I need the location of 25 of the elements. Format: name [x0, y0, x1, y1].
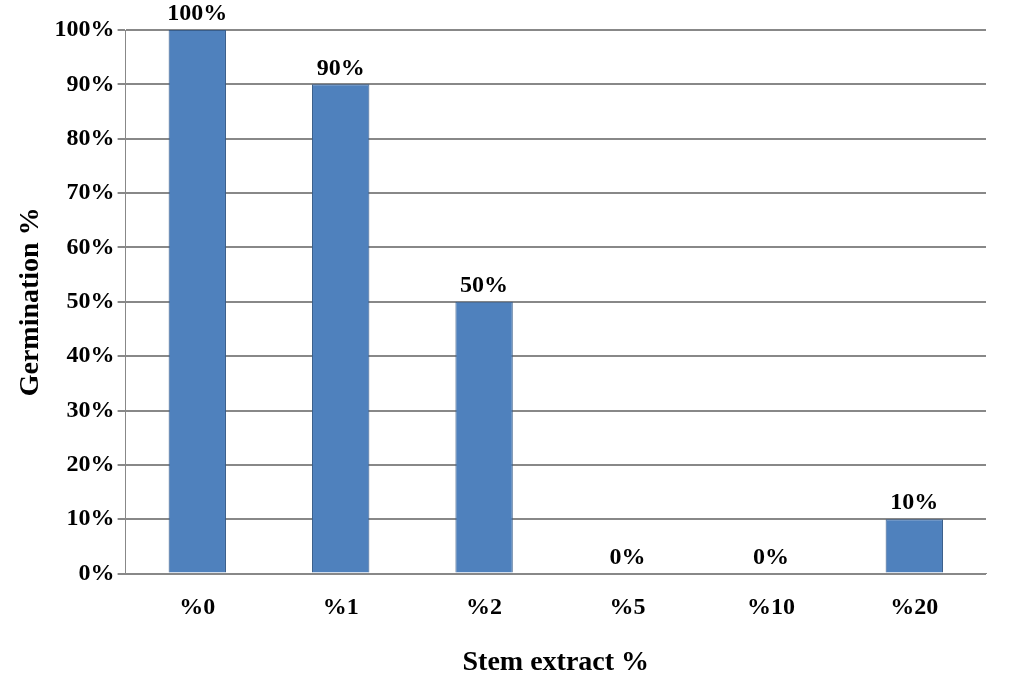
y-tick-label: 0% — [78, 558, 115, 585]
data-label: 0% — [609, 542, 646, 569]
y-tick-label: 90% — [66, 69, 115, 96]
y-tick-label: 80% — [66, 123, 115, 150]
y-tick-label: 100% — [54, 15, 115, 42]
data-label: 50% — [460, 271, 509, 297]
y-tick-label: 40% — [66, 341, 115, 368]
x-axis-title: Stem extract % — [462, 645, 650, 677]
data-label: 90% — [316, 53, 365, 80]
y-axis-title: Germination % — [13, 207, 45, 397]
x-tick-label: %10 — [746, 593, 795, 620]
y-tick-label: 70% — [66, 178, 115, 205]
x-tick-label: %0 — [179, 593, 216, 620]
y-tick-label: 10% — [66, 504, 115, 531]
data-label: 10% — [890, 488, 939, 515]
y-tick-label: 20% — [66, 450, 115, 477]
x-tick-label: %1 — [322, 593, 359, 620]
x-tick-label: %20 — [890, 593, 939, 620]
data-label: 100% — [167, 0, 228, 26]
y-tick-label: 60% — [66, 232, 115, 259]
data-label: 0% — [752, 542, 789, 569]
y-tick-label: 50% — [66, 287, 115, 313]
x-tick-label: %5 — [609, 593, 646, 620]
x-tick-label: %2 — [466, 593, 503, 620]
y-tick-label: 30% — [66, 395, 115, 422]
